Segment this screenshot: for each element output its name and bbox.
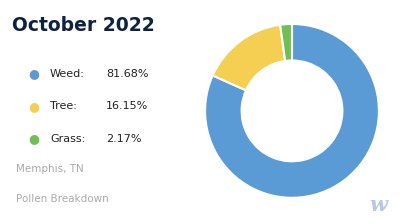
Text: ●: ● xyxy=(28,100,40,113)
Text: ●: ● xyxy=(28,132,40,145)
Text: October 2022: October 2022 xyxy=(12,16,155,35)
Text: ●: ● xyxy=(28,67,40,80)
Text: Memphis, TN: Memphis, TN xyxy=(16,164,84,174)
Text: 2.17%: 2.17% xyxy=(106,134,142,144)
Text: Tree:: Tree: xyxy=(50,101,77,111)
Text: Grass:: Grass: xyxy=(50,134,85,144)
Wedge shape xyxy=(213,25,285,90)
Text: 81.68%: 81.68% xyxy=(106,69,148,79)
Text: Pollen Breakdown: Pollen Breakdown xyxy=(16,194,109,204)
Text: Weed:: Weed: xyxy=(50,69,85,79)
Text: w: w xyxy=(369,195,387,215)
Wedge shape xyxy=(205,24,379,198)
Text: 16.15%: 16.15% xyxy=(106,101,148,111)
Wedge shape xyxy=(280,24,292,61)
